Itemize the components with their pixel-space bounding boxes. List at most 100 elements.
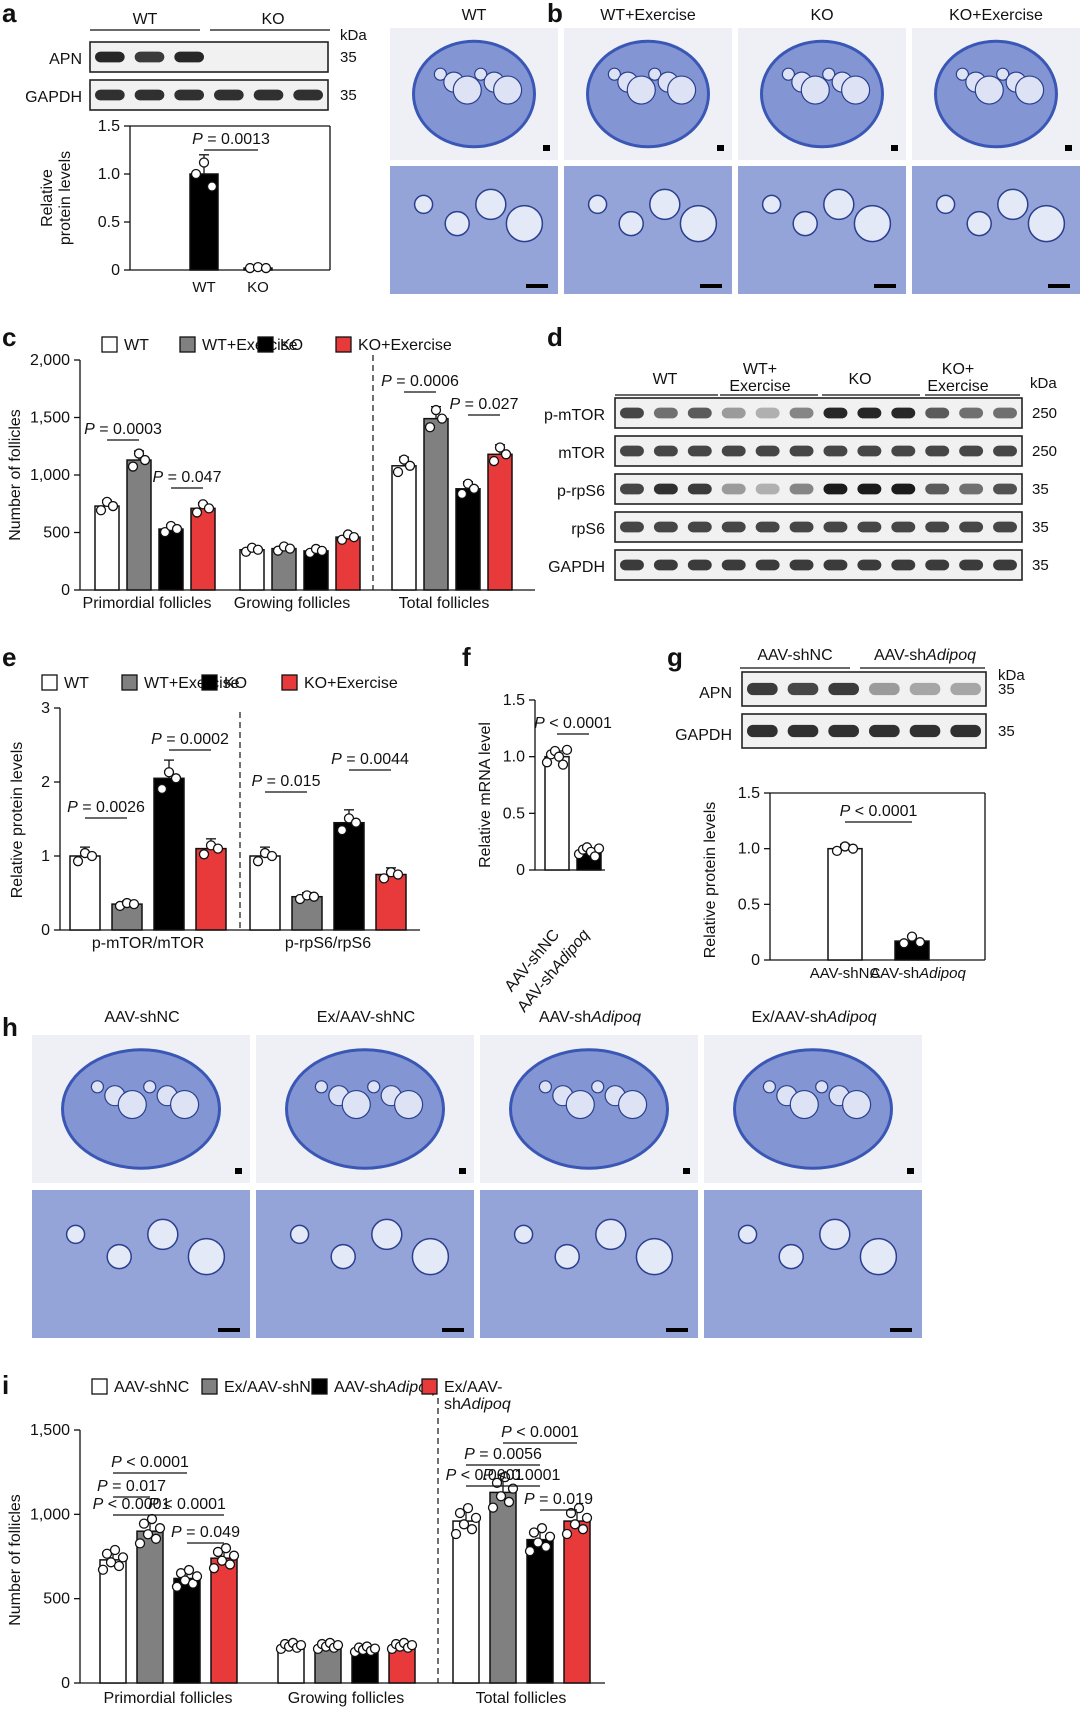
legend-swatch — [201, 674, 218, 691]
scale-bar — [890, 1328, 912, 1332]
follicle — [955, 67, 970, 81]
data-point — [198, 849, 210, 860]
y-tick-label: 1.5 — [98, 118, 120, 135]
data-point — [898, 938, 910, 949]
data-point — [203, 503, 215, 514]
legend-label: Ex/AAV-shNC — [224, 1379, 322, 1396]
band — [925, 483, 950, 495]
data-point — [212, 843, 224, 854]
y-tick-label: 3 — [41, 700, 50, 717]
data-point — [488, 455, 500, 467]
band — [620, 445, 644, 457]
group-label: WT — [133, 11, 158, 28]
bar-AAV-shAdipoq — [526, 1538, 554, 1684]
band — [959, 483, 984, 495]
data-point — [308, 891, 320, 902]
data-point — [561, 1528, 573, 1540]
panel-label-h: h — [2, 1012, 18, 1042]
band — [891, 407, 916, 419]
p-value: P = 0.0006 — [381, 373, 459, 390]
legend-label: KO — [280, 337, 303, 354]
band — [134, 51, 165, 63]
band — [823, 521, 848, 533]
data-point — [190, 168, 202, 180]
follicle — [762, 1080, 777, 1094]
bar-AAV-shNC — [544, 755, 570, 871]
data-point — [183, 1564, 195, 1576]
x-label: p-rpS6/rpS6 — [285, 935, 371, 952]
band — [687, 559, 712, 571]
scale-bar — [442, 1328, 464, 1332]
bar-Ex/AAV-shNC — [489, 1491, 517, 1684]
bar-KO — [455, 488, 481, 591]
band — [687, 445, 712, 457]
group-label: KO — [848, 371, 871, 388]
data-point — [72, 856, 84, 867]
follicle — [823, 188, 855, 221]
kda-value: 250 — [1032, 405, 1057, 422]
band — [95, 51, 125, 63]
follicle — [170, 1089, 200, 1120]
y-tick-label: 1.5 — [503, 692, 525, 709]
bar-KO+Exercise — [335, 536, 361, 591]
data-point — [392, 466, 404, 478]
follicle — [781, 67, 796, 81]
data-point — [350, 817, 362, 828]
follicle — [840, 75, 871, 105]
follicle — [635, 1237, 674, 1276]
band — [653, 483, 678, 495]
data-point — [369, 1643, 381, 1654]
band — [857, 445, 882, 457]
scale-bar — [1048, 284, 1070, 288]
scale-bar — [666, 1328, 688, 1332]
band — [721, 445, 746, 457]
data-point — [146, 1513, 158, 1525]
band — [620, 407, 644, 419]
band — [993, 407, 1017, 419]
band — [653, 445, 678, 457]
data-point — [284, 543, 296, 554]
data-point — [198, 157, 210, 168]
band — [620, 521, 644, 533]
band — [789, 483, 814, 495]
x-label: p-mTOR/mTOR — [92, 935, 204, 952]
legend-swatch — [421, 1378, 438, 1395]
panel-label-b: b — [547, 0, 563, 28]
band — [857, 483, 882, 495]
band — [950, 724, 981, 738]
data-point — [528, 1527, 540, 1538]
bar-Ex/AAV-shAdipoq — [563, 1520, 591, 1684]
data-point — [171, 1581, 183, 1592]
data-point — [336, 825, 348, 836]
scale-bar — [526, 284, 548, 288]
p-value: P = 0.0056 — [464, 1446, 542, 1463]
group-label: KO — [261, 11, 284, 28]
bar-AAV-shNC — [99, 1559, 127, 1684]
band — [823, 407, 848, 419]
band — [925, 445, 950, 457]
follicle — [587, 194, 608, 215]
y-tick-label: 1.0 — [738, 841, 760, 858]
data-point — [191, 1571, 203, 1582]
panel-label-i: i — [2, 1370, 9, 1400]
blot-row-label: p-mTOR — [544, 407, 605, 424]
follicle — [554, 1243, 580, 1270]
p-value: P < 0.0001 — [93, 1496, 171, 1513]
y-axis-title: protein levels — [57, 151, 74, 245]
follicle — [65, 1224, 86, 1245]
kda-value: 35 — [1032, 481, 1049, 498]
scale-bar — [891, 145, 898, 151]
p-value: P < 0.0001 — [148, 1496, 226, 1513]
data-point — [260, 262, 272, 274]
data-point — [406, 1640, 418, 1651]
data-point — [503, 1496, 515, 1508]
blot-mTOR — [614, 435, 1023, 467]
blot-rpS6 — [614, 511, 1023, 543]
follicle — [841, 1089, 872, 1120]
band — [993, 445, 1017, 457]
follicle — [607, 67, 622, 81]
band — [755, 521, 780, 533]
p-value: P = 0.027 — [450, 396, 519, 413]
data-point — [127, 461, 139, 472]
band — [891, 521, 916, 533]
